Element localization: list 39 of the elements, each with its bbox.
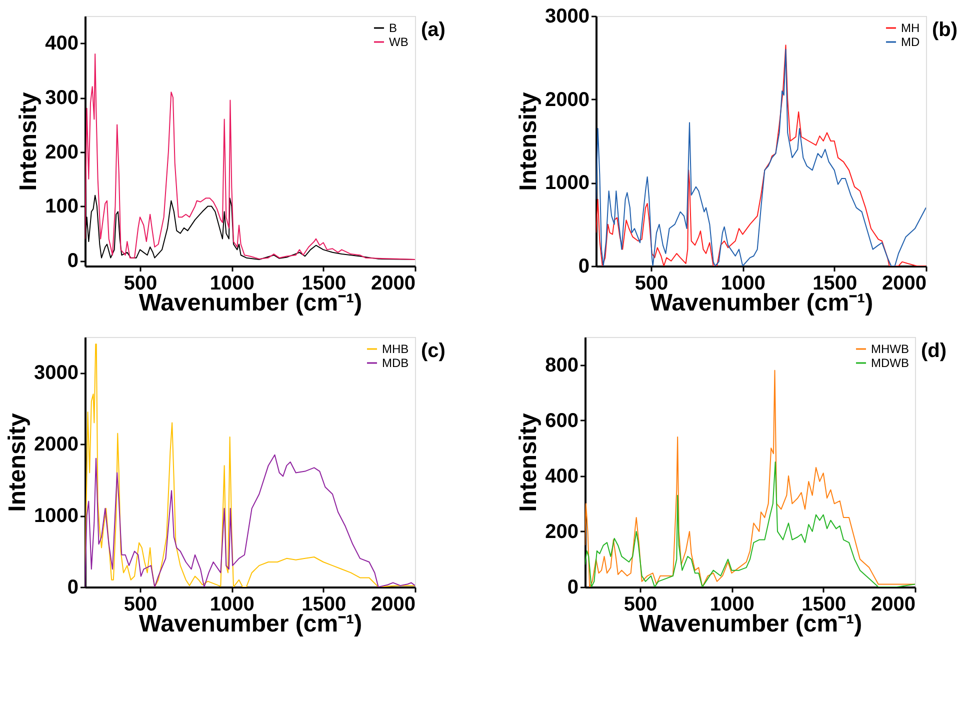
y-tick-label: 200: [545, 520, 578, 543]
y-tick-label: 3000: [545, 6, 590, 28]
x-tick-label: 2000: [371, 594, 416, 616]
y-tick-label: 3000: [34, 362, 78, 384]
y-tick-label: 800: [545, 354, 578, 376]
y-tick-label: 600: [545, 410, 578, 432]
legend-label: MDWB: [871, 356, 909, 370]
y-tick-label: 0: [67, 576, 78, 598]
legend-label: MHWB: [871, 342, 909, 356]
legend-label: MH: [901, 21, 920, 35]
line-series: [85, 54, 415, 260]
legend-label: B: [389, 21, 398, 35]
legend-label: MD: [901, 35, 920, 49]
text: (d): [921, 340, 947, 362]
y-tick-label: 200: [45, 141, 78, 164]
x-tick-label: 2000: [871, 594, 916, 616]
y-tick-label: 0: [67, 250, 78, 272]
text: (a): [421, 19, 446, 41]
y-axis-title: Intensity: [515, 92, 542, 191]
y-tick-label: 0: [578, 256, 590, 278]
x-tick-label: 2000: [882, 272, 926, 294]
legend-label: MDB: [382, 356, 409, 370]
y-tick-label: 400: [45, 32, 78, 55]
y-tick-label: 1000: [34, 505, 78, 528]
legend-label: MHB: [382, 342, 409, 356]
y-tick-label: 0: [567, 576, 578, 598]
y-tick-label: 400: [545, 465, 578, 488]
y-tick-label: 2000: [34, 434, 78, 456]
legend-label: WB: [389, 35, 408, 49]
y-axis-title: Intensity: [15, 92, 42, 191]
y-tick-label: 300: [45, 87, 78, 110]
y-tick-label: 2000: [545, 88, 590, 111]
y-tick-label: 1000: [545, 172, 590, 194]
y-axis-title: Intensity: [4, 412, 32, 512]
text: (b): [932, 19, 958, 41]
text: (c): [421, 340, 446, 362]
y-axis-title: Intensity: [515, 412, 542, 512]
y-tick-label: 100: [45, 196, 78, 218]
x-tick-label: 2000: [371, 272, 416, 294]
